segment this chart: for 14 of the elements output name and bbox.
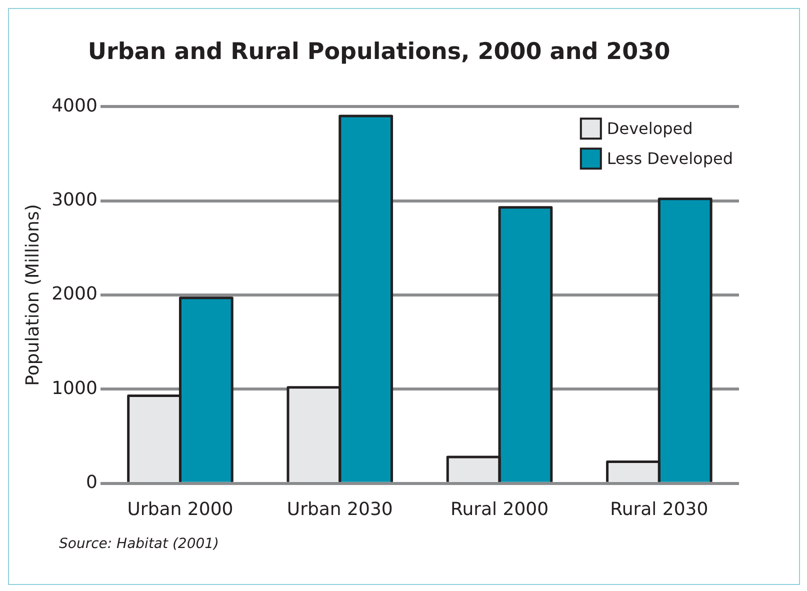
y-axis-title: Population (Millions) bbox=[22, 204, 44, 386]
x-tick-label: Urban 2000 bbox=[127, 498, 234, 520]
y-tick-label: 2000 bbox=[52, 284, 98, 305]
x-tick-label: Urban 2030 bbox=[286, 498, 393, 520]
legend-label: Less Developed bbox=[606, 148, 734, 168]
x-tick-label: Rural 2030 bbox=[610, 498, 708, 520]
x-tick-label: Rural 2000 bbox=[450, 498, 549, 520]
y-tick-label: 4000 bbox=[52, 95, 98, 116]
y-tick-label: 0 bbox=[86, 472, 98, 494]
y-tick-label: 1000 bbox=[52, 378, 98, 399]
source-note: Source: Habitat (2001) bbox=[59, 536, 220, 552]
y-tick-label: 3000 bbox=[52, 189, 98, 210]
chart-title: Urban and Rural Populations, 2000 and 2030 bbox=[88, 38, 670, 65]
legend-label: Developed bbox=[606, 118, 693, 138]
